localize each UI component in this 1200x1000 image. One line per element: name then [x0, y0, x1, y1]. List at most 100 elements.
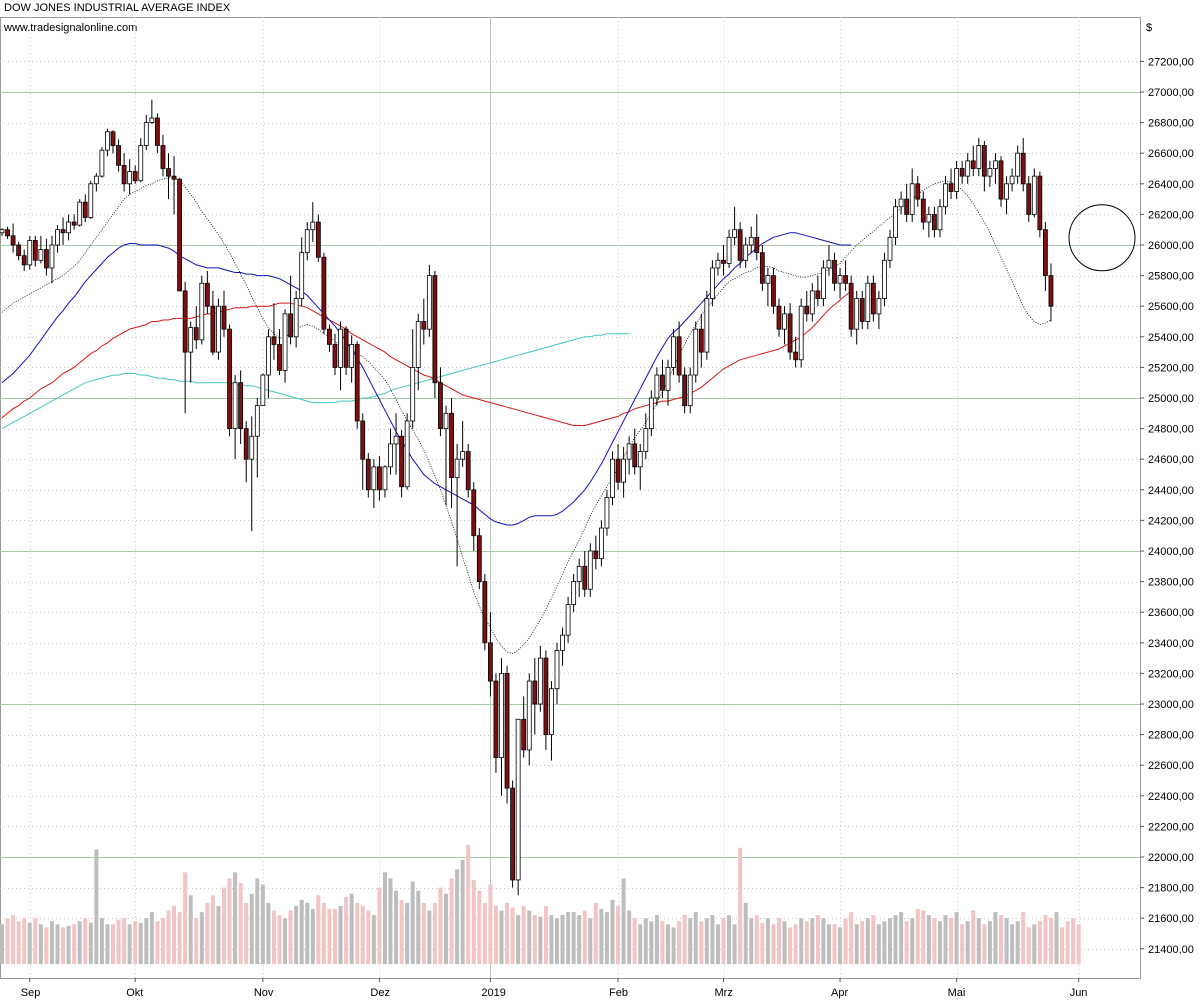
volume-bar — [677, 921, 682, 965]
volume-bar — [754, 915, 759, 965]
candle-body — [571, 581, 577, 605]
y-tick-label: 24200,00 — [1148, 515, 1194, 527]
candle-body — [826, 259, 832, 269]
volume-bars — [0, 844, 1081, 965]
y-tick-label: 22600,00 — [1148, 760, 1194, 772]
volume-bar — [355, 902, 360, 965]
candle-body — [576, 565, 582, 582]
x-tick-label: Mai — [948, 987, 966, 999]
candle-body — [432, 275, 438, 384]
candle-body — [354, 344, 360, 422]
moving-averages — [1, 177, 1052, 654]
volume-bar — [899, 912, 904, 965]
candle-body — [887, 236, 893, 261]
candle-body — [188, 327, 194, 353]
volume-bar — [965, 921, 970, 965]
volume-bar — [160, 918, 165, 965]
volume-bar — [549, 915, 554, 965]
volume-bar — [1037, 921, 1042, 965]
candle-body — [848, 282, 854, 330]
x-tick-label: Dez — [370, 987, 390, 999]
candle-body — [765, 275, 771, 284]
volume-bar — [466, 844, 471, 965]
volume-bar — [88, 922, 93, 965]
candle-body — [843, 275, 848, 284]
candle-body — [726, 236, 732, 264]
y-tick-label: 24600,00 — [1148, 454, 1194, 466]
candle-body — [127, 171, 133, 185]
candle-body — [288, 313, 294, 338]
candle-body — [404, 420, 410, 488]
candle-body — [449, 412, 454, 478]
volume-bar — [111, 924, 115, 965]
volume-bar — [288, 910, 293, 965]
volume-bar — [105, 924, 110, 965]
volume-bar — [22, 918, 27, 965]
volume-bar — [55, 924, 60, 965]
candle-body — [0, 229, 5, 234]
volume-bar — [94, 849, 99, 965]
volume-bar — [299, 899, 304, 965]
candle-body — [748, 236, 754, 246]
volume-bar — [727, 915, 732, 965]
volume-bar — [982, 924, 987, 965]
candle-body — [410, 366, 416, 422]
volume-bar — [155, 921, 160, 965]
candle-body — [987, 168, 993, 177]
candle-body — [154, 117, 160, 146]
volume-bar — [382, 872, 387, 965]
candle-body — [549, 688, 554, 736]
candle-body — [465, 451, 471, 491]
candle-body — [265, 336, 271, 376]
candle-body — [909, 183, 915, 215]
candle-body — [976, 145, 982, 169]
candle-body — [615, 458, 621, 483]
volume-bar — [738, 847, 743, 965]
volume-bar — [177, 912, 182, 965]
volume-bar — [16, 921, 21, 965]
grid-layer — [0, 17, 1141, 979]
candle-body — [487, 642, 493, 682]
volume-bar — [327, 909, 332, 965]
x-tick-label: Sep — [21, 987, 41, 999]
volume-bar — [5, 918, 10, 965]
candle-body — [671, 336, 676, 368]
volume-bar — [782, 921, 787, 965]
candle-body — [443, 412, 449, 429]
candle-body — [216, 305, 221, 353]
candle-body — [621, 458, 626, 483]
volume-bar — [66, 925, 71, 965]
volume-bar — [699, 921, 704, 965]
volume-bar — [11, 915, 16, 965]
candle-body — [66, 221, 71, 234]
volume-bar — [1021, 912, 1026, 965]
candle-body — [998, 160, 1004, 200]
candle-body — [493, 680, 499, 758]
volume-bar — [227, 878, 232, 965]
x-tick-label: Feb — [609, 987, 628, 999]
candle-body — [698, 328, 704, 353]
candle-body — [626, 443, 632, 460]
axes-layer: 21400,00 21600,00 21800,00 22000,00 22200,00… — [21, 22, 1194, 999]
candle-body — [710, 267, 715, 299]
volume-bar — [460, 860, 465, 965]
volume-bar — [588, 918, 593, 965]
volume-bar — [643, 918, 648, 965]
candles — [0, 99, 1054, 896]
candle-body — [632, 443, 638, 468]
volume-bar — [0, 924, 4, 965]
candle-body — [5, 229, 10, 237]
volume-bar — [904, 921, 909, 965]
candle-body — [60, 229, 66, 234]
candle-body — [121, 165, 127, 185]
candle-body — [654, 374, 660, 399]
candle-body — [693, 328, 699, 376]
y-tick-label: 24800,00 — [1148, 424, 1194, 436]
volume-bar — [410, 881, 415, 965]
candle-body — [643, 428, 649, 452]
candle-body — [277, 344, 282, 371]
candle-body — [77, 201, 83, 226]
volume-bar — [166, 910, 171, 965]
candle-body — [809, 290, 815, 315]
volume-bar — [477, 890, 482, 965]
